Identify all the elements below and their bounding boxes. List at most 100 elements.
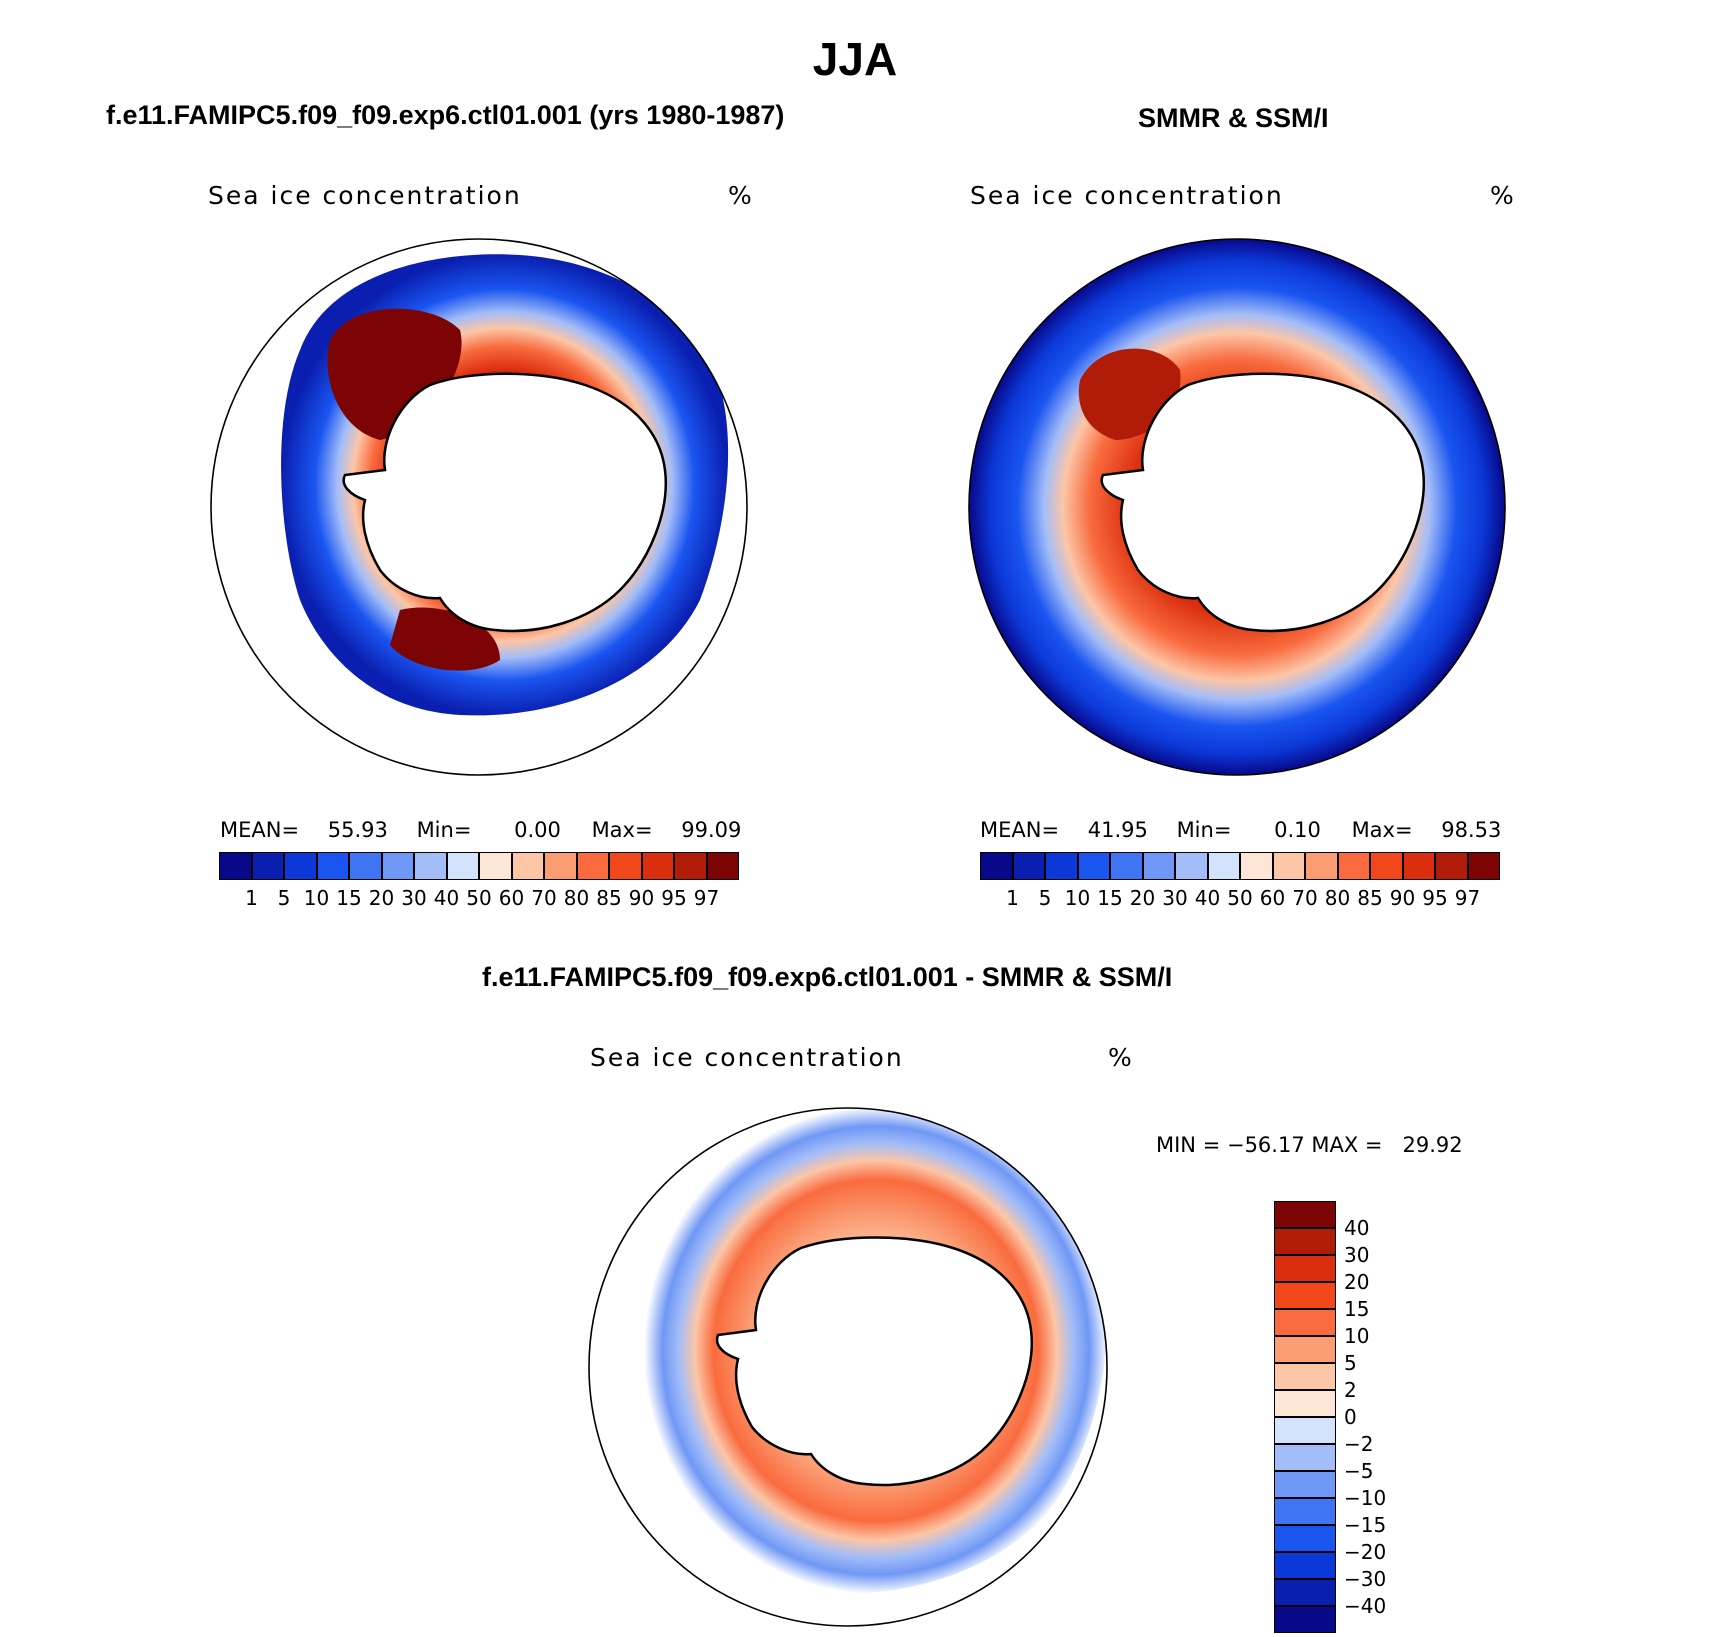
colorbar-swatch (1402, 852, 1435, 880)
antarctica-coastline-1 (342, 372, 667, 633)
colorbar-swatch (1274, 1417, 1336, 1444)
panel-1-max-label: Max= (591, 818, 653, 842)
colorbar-tick-label: 80 (563, 886, 590, 910)
colorbar-tick-label: 40 (433, 886, 460, 910)
colorbar-tick-label: 90 (1389, 886, 1416, 910)
colorbar-swatch (1207, 852, 1240, 880)
colorbar-swatch (1077, 852, 1110, 880)
colorbar-swatch (1142, 852, 1175, 880)
colorbar-swatch (316, 852, 349, 880)
panel-2-field-label: Sea ice concentration (970, 181, 1284, 210)
colorbar-tick-label: 10 (1064, 886, 1091, 910)
colorbar-tick-label: −30 (1344, 1567, 1387, 1591)
colorbar-observations: 1 5 10 15 20 30 40 50 60 70 80 85 90 95 97 (980, 852, 1500, 910)
colorbar-swatch (1274, 1363, 1336, 1390)
diff-unit: % (1108, 1043, 1134, 1072)
colorbar-tick-label: 85 (1357, 886, 1383, 910)
colorbar-tick-label: 10 (1344, 1324, 1370, 1348)
colorbar-swatch (414, 852, 447, 880)
colorbar-tick-label: −10 (1344, 1486, 1387, 1510)
panel-1-field-label: Sea ice concentration (208, 181, 522, 210)
colorbar-swatch (446, 852, 479, 880)
colorbar-tick-label: −5 (1344, 1459, 1374, 1483)
panel-1-mean: 55.93 (327, 818, 388, 842)
colorbar-tick-label: 15 (1344, 1297, 1370, 1321)
colorbar-tick-label: 70 (1292, 886, 1318, 910)
panel-1-min-label: Min= (416, 818, 472, 842)
colorbar-tick-label: −20 (1344, 1540, 1387, 1564)
colorbar-tick-label: 70 (531, 886, 557, 910)
colorbar-tick-label: 60 (498, 886, 525, 910)
colorbar-tick-label: 20 (368, 886, 395, 910)
panel-2-mean: 41.95 (1087, 818, 1148, 842)
panel-2-stats: MEAN= 41.95 Min= 0.10 Max= 98.53 (980, 818, 1501, 842)
diff-field-label: Sea ice concentration (590, 1043, 904, 1072)
colorbar-swatch (381, 852, 414, 880)
colorbar-tick-label: 95 (661, 886, 687, 910)
colorbar-tick-label: 10 (303, 886, 330, 910)
colorbar-swatch (706, 852, 739, 880)
colorbar-tick-label: 97 (693, 886, 720, 910)
colorbar-tick-label: 85 (596, 886, 622, 910)
panel-2-max: 98.53 (1441, 818, 1502, 842)
panel-2-max-label: Max= (1351, 818, 1413, 842)
antarctica-coastline-3 (715, 1236, 1033, 1487)
colorbar-tick-label: 97 (1454, 886, 1481, 910)
colorbar-swatch (1274, 1525, 1336, 1552)
colorbar-swatch (674, 852, 707, 880)
panel-2-unit: % (1490, 181, 1516, 210)
colorbar-tick-label: 30 (401, 886, 427, 910)
panel-1-min: 0.00 (514, 818, 561, 842)
colorbar-tick-label: 15 (336, 886, 362, 910)
colorbar-swatch (1274, 1309, 1336, 1336)
colorbar-tick-label: 30 (1344, 1243, 1370, 1267)
panel-1-stats: MEAN= 55.93 Min= 0.00 Max= 99.09 (220, 818, 741, 842)
panel-2-min: 0.10 (1274, 818, 1321, 842)
colorbar-tick-label: 1 (1006, 886, 1019, 910)
panel-1-mean-label: MEAN= (220, 818, 300, 842)
colorbar-swatch (980, 852, 1013, 880)
colorbar-swatch (1274, 1471, 1336, 1498)
colorbar-swatch (1272, 852, 1305, 880)
colorbar-swatch (609, 852, 642, 880)
colorbar-tick-label: 0 (1344, 1405, 1357, 1429)
colorbar-swatch (479, 852, 512, 880)
main-title: JJA (812, 33, 898, 85)
colorbar-swatch (1012, 852, 1045, 880)
colorbar-swatch (1274, 1498, 1336, 1525)
colorbar-tick-label: 5 (1344, 1351, 1357, 1375)
colorbar-swatch (1274, 1201, 1336, 1228)
panel-1-max: 99.09 (681, 818, 742, 842)
colorbar-tick-label: 50 (466, 886, 492, 910)
colorbar-tick-label: −40 (1344, 1594, 1387, 1618)
colorbar-model: 1 5 10 15 20 30 40 50 60 70 80 85 90 95 97 (219, 852, 739, 910)
colorbar-swatch (1274, 1390, 1336, 1417)
colorbar-swatch (1274, 1282, 1336, 1309)
colorbar-tick-label: 50 (1227, 886, 1253, 910)
colorbar-swatch (1274, 1336, 1336, 1363)
colorbar-swatch (1240, 852, 1273, 880)
colorbar-tick-label: 60 (1259, 886, 1286, 910)
colorbar-tick-label: 20 (1344, 1270, 1370, 1294)
colorbar-tick-label: 5 (277, 886, 291, 910)
colorbar-tick-label: 40 (1194, 886, 1221, 910)
colorbar-swatch (1045, 852, 1078, 880)
colorbar-swatch (641, 852, 674, 880)
colorbar-swatch (1305, 852, 1338, 880)
colorbar-tick-label: 15 (1097, 886, 1123, 910)
colorbar-swatch (219, 852, 252, 880)
colorbar-tick-label: 20 (1129, 886, 1156, 910)
colorbar-tick-label: 2 (1344, 1378, 1357, 1402)
colorbar-tick-label: 90 (628, 886, 655, 910)
colorbar-difference: 40 30 20 15 10 5 2 0 −2 −5 −10 −15 −20 −30 −40 (1274, 1201, 1386, 1633)
panel-2-mean-label: MEAN= (980, 818, 1060, 842)
colorbar-swatch (1274, 1552, 1336, 1579)
colorbar-tick-label: 1 (245, 886, 258, 910)
colorbar-swatch (576, 852, 609, 880)
colorbar-swatch (349, 852, 382, 880)
colorbar-swatch (511, 852, 544, 880)
diff-panel-title: f.e11.FAMIPC5.f09_f09.exp6.ctl01.001 - S… (482, 962, 1173, 992)
colorbar-swatch (1274, 1228, 1336, 1255)
colorbar-swatch (544, 852, 577, 880)
